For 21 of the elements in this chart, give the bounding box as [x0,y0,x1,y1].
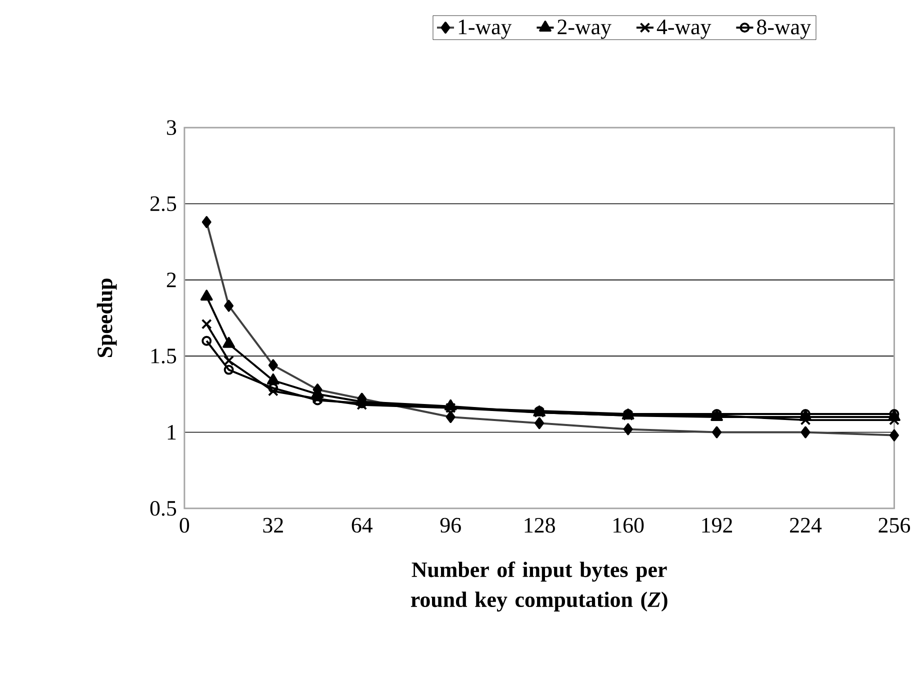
x-tick-label: 256 [878,518,910,533]
legend-label: 4-way [656,20,712,39]
y-axis-title: Speedup [96,278,117,358]
x-tick-label: 96 [440,518,461,533]
legend-label: 2-way [558,20,612,39]
y-tick-label: 0.5 [150,501,176,516]
x-tick-label: 0 [180,518,190,533]
x-tick-label: 192 [702,518,732,533]
legend-label: 1-way [458,20,512,39]
y-tick-label: 3 [167,120,176,136]
y-tick-label: 2 [166,272,176,288]
x-tick-label: 128 [524,518,555,533]
legend-label: 8-way [757,20,811,39]
x-tick-label: 32 [263,518,283,533]
x-tick-label: 160 [614,518,644,533]
x-axis-title: Number of input bytes per round key computation (Z) [410,562,668,612]
y-tick-label: 1.5 [151,348,176,364]
x-tick-label: 224 [790,518,822,532]
y-tick-label: 2.5 [150,196,176,212]
x-tick-label: 64 [352,518,373,533]
y-tick-label: 1 [168,425,176,440]
